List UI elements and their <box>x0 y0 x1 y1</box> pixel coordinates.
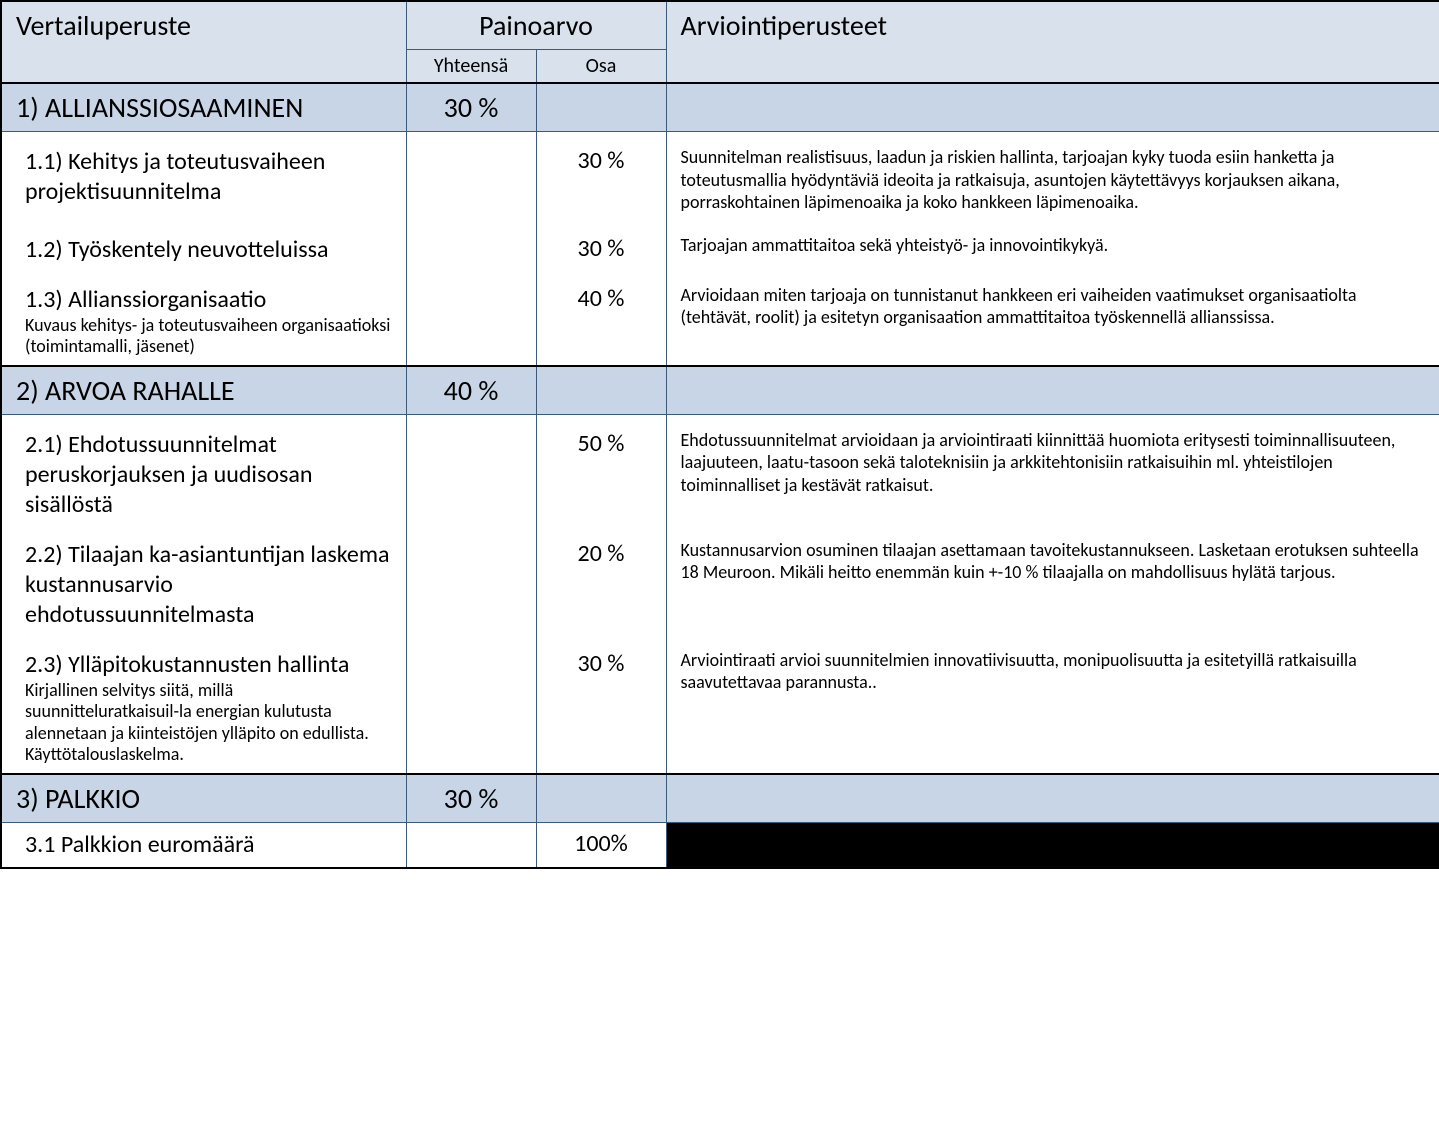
table-row: 1.1) Kehitys ja toteutusvaiheen projekti… <box>1 132 1439 220</box>
total-empty <box>406 635 536 774</box>
criteria-cell: 2.1) Ehdotussuunnitelmat peruskorjauksen… <box>1 414 406 525</box>
total-empty <box>406 525 536 635</box>
col-header-criteria: Vertailuperuste <box>1 1 406 83</box>
section-header: 2) ARVOA RAHALLE 40 % <box>1 366 1439 415</box>
criteria-cell: 1.1) Kehitys ja toteutusvaiheen projekti… <box>1 132 406 220</box>
section-desc-empty <box>666 774 1439 823</box>
table-row: 2.2) Tilaajan ka-asiantuntijan laskema k… <box>1 525 1439 635</box>
criteria-sublabel: Kuvaus kehitys- ja toteutusvaiheen organ… <box>3 315 405 364</box>
criteria-sublabel: Kirjallinen selvitys siitä, millä suunni… <box>3 680 405 772</box>
part-pct: 30 % <box>536 220 666 270</box>
section-total-pct: 30 % <box>406 774 536 823</box>
table: Vertailuperuste Painoarvo Arviointiperus… <box>0 0 1439 869</box>
criteria-label: 2.3) Ylläpitokustannusten hallinta <box>3 636 405 680</box>
redacted-cell <box>666 823 1439 869</box>
total-empty <box>406 823 536 869</box>
criteria-cell: 1.3) Allianssiorganisaatio Kuvaus kehity… <box>1 270 406 366</box>
basis-desc: Arviointiraati arvioi suunnitelmien inno… <box>666 635 1439 774</box>
total-empty <box>406 270 536 366</box>
total-empty <box>406 132 536 220</box>
criteria-cell: 1.2) Työskentely neuvotteluissa <box>1 220 406 270</box>
total-empty <box>406 220 536 270</box>
part-pct: 20 % <box>536 525 666 635</box>
section-total-pct: 30 % <box>406 83 536 132</box>
section-name: ALLIANSSIOSAAMINEN <box>45 90 303 125</box>
section-part-empty <box>536 366 666 415</box>
criteria-label: 2.1) Ehdotussuunnitelmat peruskorjauksen… <box>3 416 405 524</box>
table-row: 1.2) Työskentely neuvotteluissa 30 % Tar… <box>1 220 1439 270</box>
col-header-basis: Arviointiperusteet <box>666 1 1439 83</box>
section-desc-empty <box>666 83 1439 132</box>
part-pct: 30 % <box>536 635 666 774</box>
section-desc-empty <box>666 366 1439 415</box>
criteria-label: 1.1) Kehitys ja toteutusvaiheen projekti… <box>3 133 405 211</box>
col-header-weight: Painoarvo <box>406 1 666 50</box>
col-subheader-part: Osa <box>536 50 666 84</box>
section-number: 3) <box>16 781 39 816</box>
table-row: 1.3) Allianssiorganisaatio Kuvaus kehity… <box>1 270 1439 366</box>
section-header: 1) ALLIANSSIOSAAMINEN 30 % <box>1 83 1439 132</box>
col-subheader-total: Yhteensä <box>406 50 536 84</box>
section-part-empty <box>536 83 666 132</box>
criteria-label: 1.3) Allianssiorganisaatio <box>3 271 405 315</box>
criteria-cell: 2.2) Tilaajan ka-asiantuntijan laskema k… <box>1 525 406 635</box>
table-row: 3.1 Palkkion euromäärä 100% <box>1 823 1439 869</box>
table-row: 2.1) Ehdotussuunnitelmat peruskorjauksen… <box>1 414 1439 525</box>
section-number: 1) <box>16 90 39 125</box>
section-header: 3) PALKKIO 30 % <box>1 774 1439 823</box>
table-row: 2.3) Ylläpitokustannusten hallinta Kirja… <box>1 635 1439 774</box>
basis-desc: Arvioidaan miten tarjoaja on tunnistanut… <box>666 270 1439 366</box>
part-pct: 40 % <box>536 270 666 366</box>
basis-desc: Ehdotussuunnitelmat arvioidaan ja arvioi… <box>666 414 1439 525</box>
criteria-label: 2.2) Tilaajan ka-asiantuntijan laskema k… <box>3 526 405 634</box>
section-name: ARVOA RAHALLE <box>45 373 235 408</box>
part-pct: 100% <box>536 823 666 869</box>
evaluation-criteria-table: Vertailuperuste Painoarvo Arviointiperus… <box>0 0 1439 869</box>
part-pct: 50 % <box>536 414 666 525</box>
section-number: 2) <box>16 373 39 408</box>
criteria-label: 3.1 Palkkion euromäärä <box>3 824 405 866</box>
section-title: 2) ARVOA RAHALLE <box>1 366 406 415</box>
basis-desc: Tarjoajan ammattitaitoa sekä yhteistyö- … <box>666 220 1439 270</box>
basis-desc: Kustannusarvion osuminen tilaajan asetta… <box>666 525 1439 635</box>
section-title: 1) ALLIANSSIOSAAMINEN <box>1 83 406 132</box>
section-part-empty <box>536 774 666 823</box>
part-pct: 30 % <box>536 132 666 220</box>
section-title: 3) PALKKIO <box>1 774 406 823</box>
criteria-cell: 3.1 Palkkion euromäärä <box>1 823 406 869</box>
criteria-label: 1.2) Työskentely neuvotteluissa <box>3 221 405 269</box>
section-total-pct: 40 % <box>406 366 536 415</box>
section-name: PALKKIO <box>45 781 140 816</box>
basis-desc: Suunnitelman realistisuus, laadun ja ris… <box>666 132 1439 220</box>
criteria-cell: 2.3) Ylläpitokustannusten hallinta Kirja… <box>1 635 406 774</box>
table-header-row: Vertailuperuste Painoarvo Arviointiperus… <box>1 1 1439 50</box>
total-empty <box>406 414 536 525</box>
